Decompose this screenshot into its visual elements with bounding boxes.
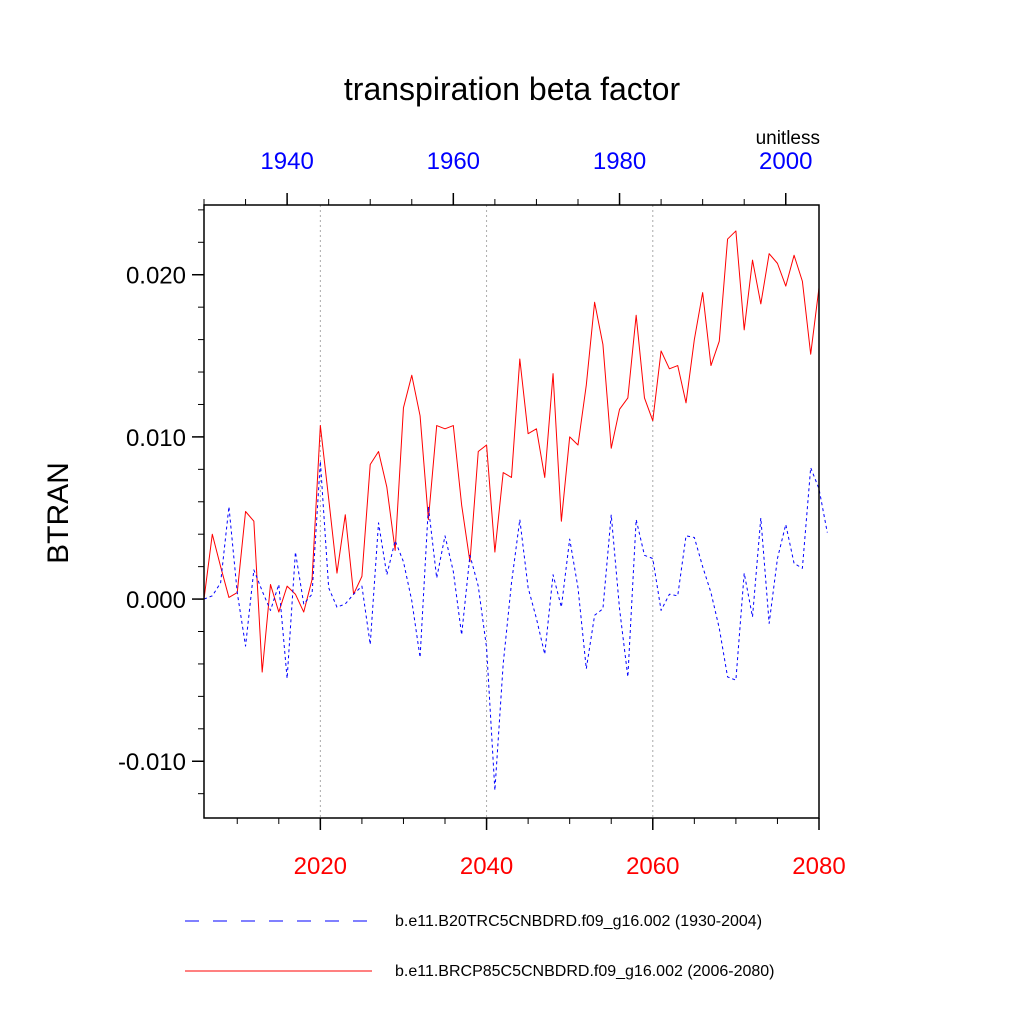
x-top-tick-label: 1940 xyxy=(260,148,313,175)
y-tick-label: 0.020 xyxy=(126,263,186,290)
series-lines xyxy=(203,230,828,791)
axes: -0.010 0.000 0.010 0.020 2020 2040 2060 2080 194… xyxy=(118,148,846,880)
y-tick-label: -0.010 xyxy=(118,749,186,776)
x-top-tick-label: 1980 xyxy=(593,148,646,175)
legend-label-future: b.e11.BRCP85C5CNBDRD.f09_g16.002 (2006-2… xyxy=(395,963,774,980)
y-tick-label: 0.000 xyxy=(126,587,186,614)
units-label: unitless xyxy=(756,128,820,149)
x-bottom-tick-label: 2040 xyxy=(460,853,513,880)
series-line-future xyxy=(203,230,820,673)
plot-frame xyxy=(203,204,820,819)
y-axis-label: BTRAN xyxy=(42,462,75,564)
x-top-tick-label: 1960 xyxy=(427,148,480,175)
series-line-historical xyxy=(203,460,828,791)
y-tick-label: 0.010 xyxy=(126,425,186,452)
gridlines xyxy=(319,205,654,818)
chart-title: transpiration beta factor xyxy=(344,71,681,107)
x-bottom-tick-label: 2080 xyxy=(792,853,845,880)
x-top-tick-label: 2000 xyxy=(759,148,812,175)
legend: b.e11.B20TRC5CNBDRD.f09_g16.002 (1930-20… xyxy=(185,913,774,980)
x-bottom-tick-label: 2060 xyxy=(626,853,679,880)
x-bottom-tick-label: 2020 xyxy=(294,853,347,880)
legend-label-historical: b.e11.B20TRC5CNBDRD.f09_g16.002 (1930-20… xyxy=(395,913,762,930)
